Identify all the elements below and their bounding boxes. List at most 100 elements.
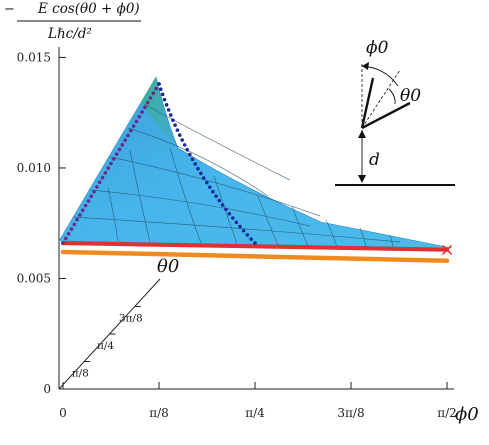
blue-dotted-point [160, 92, 165, 97]
y-tick-label: 0.010 [17, 161, 51, 175]
inset-phi-arrow [362, 62, 369, 70]
x-ticks: 0 π/8 π/4 3π/8 π/2 [59, 382, 457, 420]
surface-mesh-line [89, 189, 311, 227]
surface-mesh-line [389, 234, 394, 248]
blue-dotted-point [214, 194, 218, 198]
blue-dotted-point [193, 162, 198, 166]
purple-dotted-point [117, 147, 122, 152]
purple-dotted-point [112, 157, 116, 161]
blue-dotted-point [204, 180, 209, 185]
y-axis-label: − E cos(θ0 + ϕ0) Lℏc/d² [4, 1, 141, 42]
surface-mesh-line [257, 195, 279, 246]
blue-dotted-point [201, 176, 206, 180]
blue-dotted-point [227, 211, 232, 216]
purple-dotted-point [103, 171, 108, 175]
purple-dotted-point [143, 105, 147, 110]
y-label-numerator: E cos(θ0 + ϕ0) [37, 1, 140, 17]
blue-dotted-point [164, 103, 169, 107]
purple-dotted-point [92, 189, 96, 194]
depth-tick-label: π/4 [97, 340, 114, 352]
blue-dotted-point [185, 147, 190, 152]
blue-dotted-point [231, 216, 235, 220]
purple-dotted-point [114, 152, 119, 156]
purple-dotted-point [69, 227, 74, 231]
x-axis-label: ϕ0 [455, 404, 479, 425]
inset-d-label: d [369, 150, 380, 170]
surface-mesh-line [359, 227, 367, 248]
y-tick-label: 0.005 [17, 271, 51, 285]
purple-dotted-point [106, 166, 110, 171]
y-tick-label: 0 [43, 382, 51, 396]
purple-dotted-point [66, 231, 71, 236]
depth-tick-label: 3π/8 [119, 313, 143, 325]
purple-dotted-point [137, 114, 142, 119]
x-tick-label: π/4 [245, 406, 265, 420]
purple-dotted-point [97, 180, 102, 185]
blue-dotted-point [249, 237, 253, 241]
inset-phi-label: ϕ0 [366, 38, 389, 58]
chart-series: × [60, 82, 455, 264]
purple-dotted-point [80, 208, 85, 213]
inset-theta-arc [388, 88, 396, 105]
blue-dotted-point [177, 133, 182, 137]
inset-diagram: ϕ0 θ0 d [335, 38, 455, 186]
surface-mesh-line [109, 156, 321, 217]
blue-dotted-point [182, 143, 187, 147]
x-tick-label: π/2 [437, 406, 457, 420]
x-tick-label: 3π/8 [337, 406, 364, 420]
blue-dotted-point [211, 189, 215, 194]
blue-dotted-point [175, 128, 180, 132]
inset-dipole-2 [361, 101, 411, 130]
purple-dotted-point [148, 96, 153, 100]
purple-dotted-point [95, 185, 99, 189]
y-tick-label: 0.015 [17, 50, 51, 64]
blue-dotted-point [234, 220, 239, 225]
y-ticks: 0 0.005 0.010 0.015 [17, 50, 66, 396]
endpoint-marker: × [439, 240, 454, 261]
blue-dotted-point [196, 166, 200, 171]
blue-dotted-point [157, 82, 161, 86]
purple-dotted-point [109, 161, 113, 166]
blue-dotted-point [190, 157, 195, 162]
y-label-prefix: − [4, 2, 15, 17]
inset-distance-arrow-top [358, 130, 366, 138]
inset-theta-label: θ0 [400, 86, 421, 106]
depth-ticks: π/8 π/4 3π/8 [72, 306, 143, 380]
depth-axis-label: θ0 [157, 256, 179, 277]
inset-distance-arrow-bottom [358, 175, 366, 183]
blue-dotted-point [173, 123, 177, 127]
x-tick-label: π/8 [149, 406, 169, 420]
purple-dotted-point [140, 110, 144, 114]
surface-mesh-line [127, 127, 269, 197]
blue-dotted-point [253, 241, 257, 245]
purple-dotted-point [86, 199, 91, 203]
surface-mesh-line [72, 216, 401, 243]
surface-mesh-line [325, 219, 338, 248]
purple-dotted-point [154, 86, 158, 91]
x-tick-label: 0 [59, 406, 67, 420]
purple-dotted-point [100, 175, 105, 180]
purple-dotted-point [83, 203, 88, 208]
blue-dotted-point [217, 198, 222, 203]
blue-dotted-point [166, 108, 171, 112]
blue-dotted-point [171, 118, 175, 122]
surface-mesh-line [129, 149, 151, 243]
surface-mesh-line [107, 187, 119, 242]
blue-dotted-point [207, 185, 212, 189]
blue-dotted-point [199, 171, 203, 176]
blue-dotted-point [158, 87, 163, 92]
blue-dotted-point [188, 152, 192, 157]
blue-dotted-point [220, 203, 225, 207]
surface-mesh-line [291, 205, 309, 247]
purple-dotted-point [89, 194, 94, 199]
purple-dotted-point [61, 241, 65, 245]
surface-mesh-line [169, 147, 202, 244]
surface [58, 76, 453, 249]
purple-dotted-point [134, 119, 139, 124]
blue-dotted-point [241, 228, 246, 233]
purple-dotted-point [151, 91, 156, 96]
purple-dotted-point [72, 222, 77, 227]
purple-dotted-point [64, 236, 68, 241]
inset-dipole-1 [360, 77, 375, 129]
